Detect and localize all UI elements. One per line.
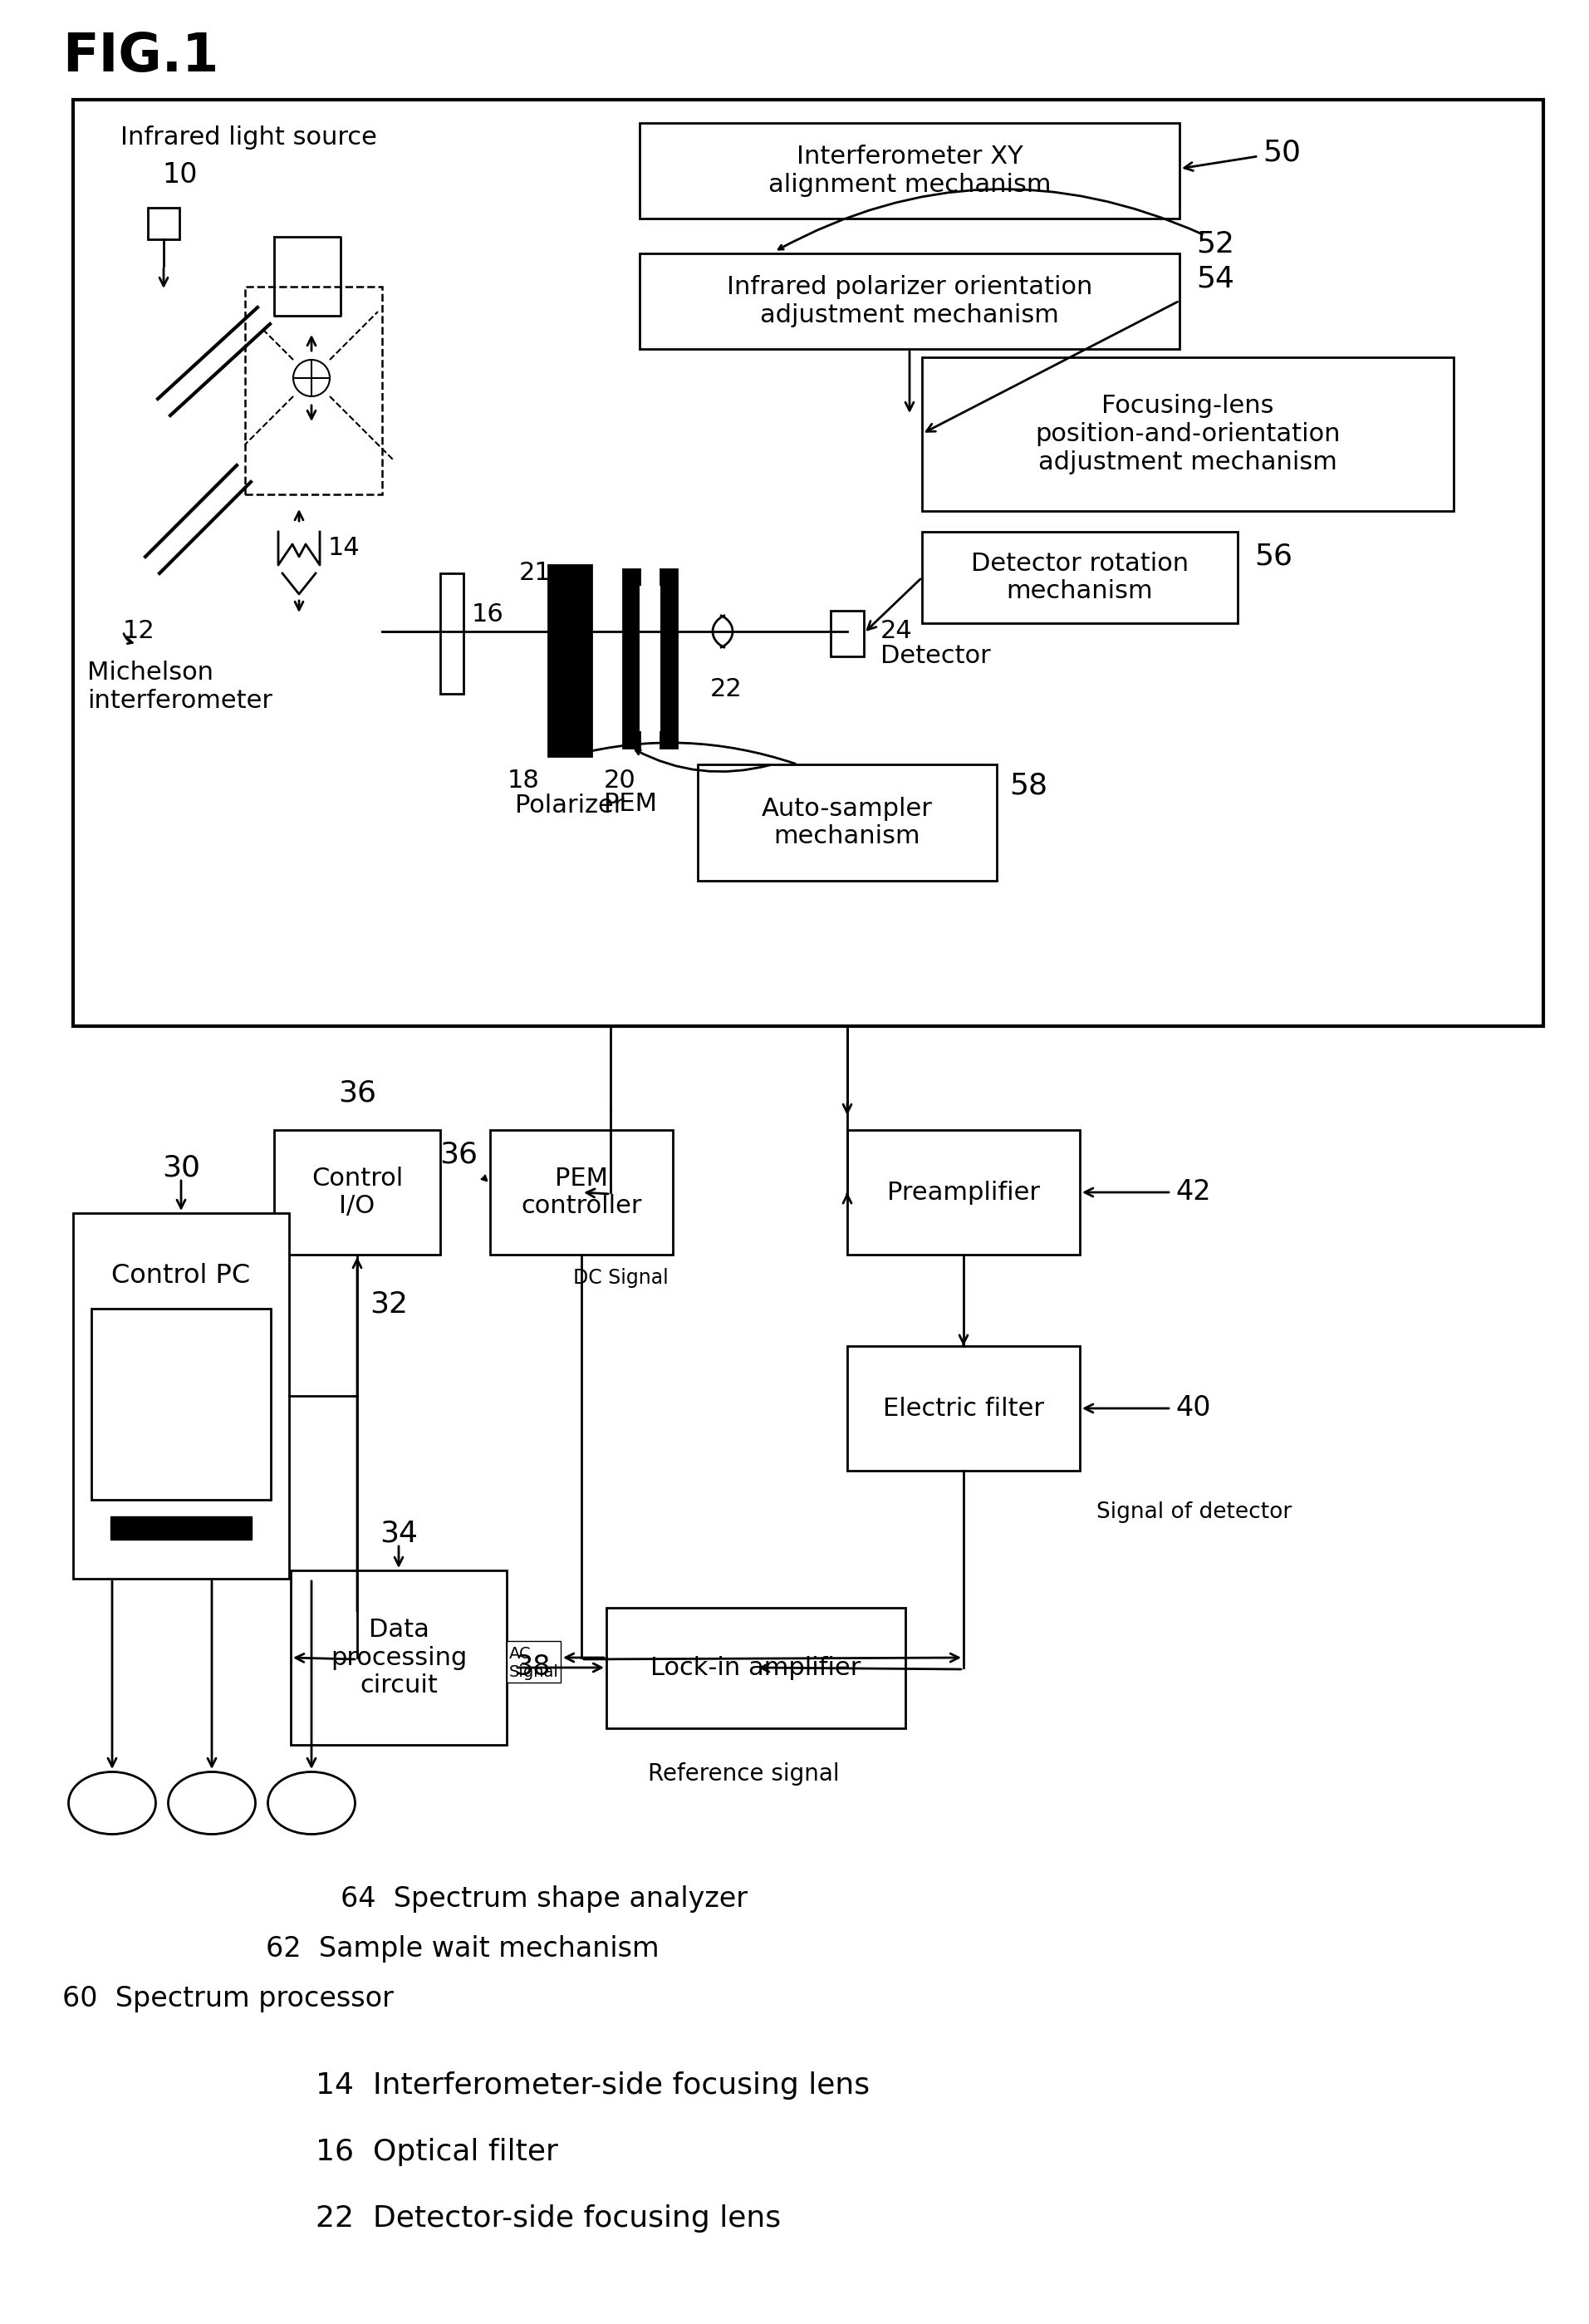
Bar [661, 569, 677, 748]
Text: 18: 18 [507, 769, 540, 792]
Text: Signal: Signal [508, 1664, 559, 1680]
Bar [148, 207, 180, 239]
Bar [548, 565, 591, 755]
Ellipse shape [269, 1771, 354, 1834]
Text: 14: 14 [327, 537, 361, 560]
Text: 16: 16 [472, 602, 504, 627]
Bar [440, 574, 464, 695]
Polygon shape [275, 237, 340, 316]
Text: Electric filter: Electric filter [883, 1397, 1044, 1420]
Text: 22  Detector-side focusing lens: 22 Detector-side focusing lens [316, 2205, 780, 2233]
Text: 38: 38 [515, 1655, 550, 1680]
Ellipse shape [168, 1771, 256, 1834]
Text: 34: 34 [380, 1520, 418, 1548]
Text: 32: 32 [370, 1290, 408, 1318]
Text: 52: 52 [1197, 230, 1235, 258]
Text: Detector: Detector [880, 644, 990, 669]
Text: 10: 10 [162, 160, 197, 188]
Text: 40: 40 [1176, 1394, 1211, 1422]
Text: Michelson: Michelson [87, 660, 213, 686]
Text: 50: 50 [1263, 137, 1301, 167]
Text: 14  Interferometer-side focusing lens: 14 Interferometer-side focusing lens [316, 2071, 869, 2099]
Text: 42: 42 [1176, 1178, 1211, 1206]
Bar [92, 1308, 270, 1499]
Text: 22: 22 [710, 679, 742, 702]
Text: AC: AC [508, 1645, 531, 1662]
Text: Focusing-lens
position-and-orientation
adjustment mechanism: Focusing-lens position-and-orientation a… [1034, 395, 1341, 474]
Text: Signal of detector: Signal of detector [1096, 1501, 1292, 1522]
Text: 20: 20 [604, 769, 636, 792]
Text: DC Signal: DC Signal [574, 1269, 669, 1287]
Text: 58: 58 [1009, 772, 1047, 799]
Bar [847, 1346, 1081, 1471]
Text: Data
processing
circuit: Data processing circuit [331, 1618, 467, 1697]
Text: 62  Sample wait mechanism: 62 Sample wait mechanism [265, 1934, 659, 1961]
Ellipse shape [68, 1771, 156, 1834]
Text: PEM
controller: PEM controller [521, 1167, 642, 1218]
Bar [847, 1129, 1081, 1255]
Bar [922, 532, 1238, 623]
Bar [640, 123, 1179, 218]
Text: 12: 12 [122, 621, 156, 644]
Text: Infrared polarizer orientation
adjustment mechanism: Infrared polarizer orientation adjustmen… [726, 274, 1093, 328]
Bar [291, 1571, 507, 1745]
Text: 64  Spectrum shape analyzer: 64 Spectrum shape analyzer [340, 1885, 747, 1913]
Text: Preamplifier: Preamplifier [887, 1181, 1039, 1204]
Text: Interferometer XY
alignment mechanism: Interferometer XY alignment mechanism [767, 144, 1050, 198]
Text: Control
I/O: Control I/O [311, 1167, 404, 1218]
Bar [275, 1129, 440, 1255]
Text: 16  Optical filter: 16 Optical filter [316, 2138, 558, 2166]
Bar [623, 569, 640, 748]
Text: 24: 24 [880, 621, 912, 644]
Bar [73, 1213, 289, 1578]
Text: Auto-sampler
mechanism: Auto-sampler mechanism [761, 797, 933, 848]
Bar [489, 1129, 672, 1255]
Bar [831, 611, 864, 655]
Text: Reference signal: Reference signal [648, 1762, 839, 1785]
Bar [698, 765, 996, 881]
Text: Infrared light source: Infrared light source [121, 125, 377, 149]
Text: 30: 30 [162, 1153, 200, 1181]
Text: 36: 36 [440, 1141, 478, 1169]
Bar [245, 286, 381, 495]
Bar [111, 1515, 251, 1538]
Bar [922, 358, 1454, 511]
Text: 54: 54 [1197, 265, 1235, 293]
Text: 56: 56 [1254, 541, 1292, 572]
Text: 36: 36 [338, 1078, 377, 1106]
Text: FIG.1: FIG.1 [62, 30, 219, 81]
Bar [640, 253, 1179, 349]
Text: interferometer: interferometer [87, 688, 272, 713]
Text: Detector rotation
mechanism: Detector rotation mechanism [971, 551, 1189, 604]
Text: Lock-in amplifier: Lock-in amplifier [650, 1657, 861, 1680]
Text: 21: 21 [520, 562, 551, 586]
Text: Polarizer: Polarizer [515, 795, 624, 818]
Bar [73, 100, 1543, 1027]
Bar [507, 1641, 561, 1683]
Text: PEM: PEM [604, 792, 656, 816]
Bar [640, 586, 661, 732]
Text: Control PC: Control PC [111, 1262, 251, 1287]
Bar [607, 1608, 906, 1729]
Text: 60  Spectrum processor: 60 Spectrum processor [62, 1985, 394, 2013]
